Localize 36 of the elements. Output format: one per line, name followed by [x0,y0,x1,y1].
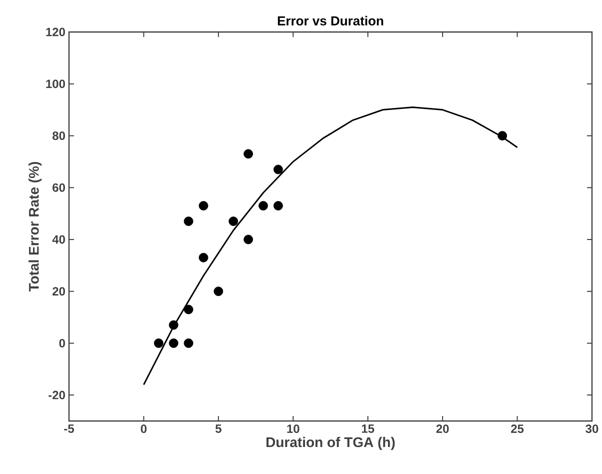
y-tick-label: 100 [46,80,65,88]
y-tick-label: -20 [48,390,65,400]
x-tick-label: 30 [586,424,598,434]
x-tick-label: 25 [511,424,524,434]
y-tick-label: 40 [52,235,65,244]
y-tick-label: 60 [52,183,65,192]
point [198,252,208,262]
x-tick-label: 20 [436,424,449,434]
point [258,201,268,210]
x-axis-title: Duration of TGA (h) [266,436,395,450]
x-tick-label: 0 [140,424,147,434]
y-tick-label: 80 [52,131,65,140]
point [274,164,283,174]
line-series [142,106,518,386]
point [244,234,254,244]
point [154,338,164,348]
x-tick-label: 15 [362,424,374,433]
y-tick-label: 120 [46,28,65,36]
y-axis-title: Total Error Rate (%) [28,162,42,292]
point [184,338,194,348]
x-tick-label: 5 [215,424,222,433]
point [184,216,194,226]
point [228,216,238,226]
point [274,201,283,210]
chart-title: Error vs Duration [278,16,384,26]
point [214,286,224,296]
point [498,131,508,140]
x-tick-label: -5 [64,424,74,433]
y-tick-label: 20 [52,287,65,296]
point [168,338,178,348]
point [168,320,178,330]
y-tick-label: 0 [59,338,65,348]
x-tick-label: 10 [287,424,300,434]
point [198,201,208,210]
point [184,304,194,314]
point [244,149,254,159]
